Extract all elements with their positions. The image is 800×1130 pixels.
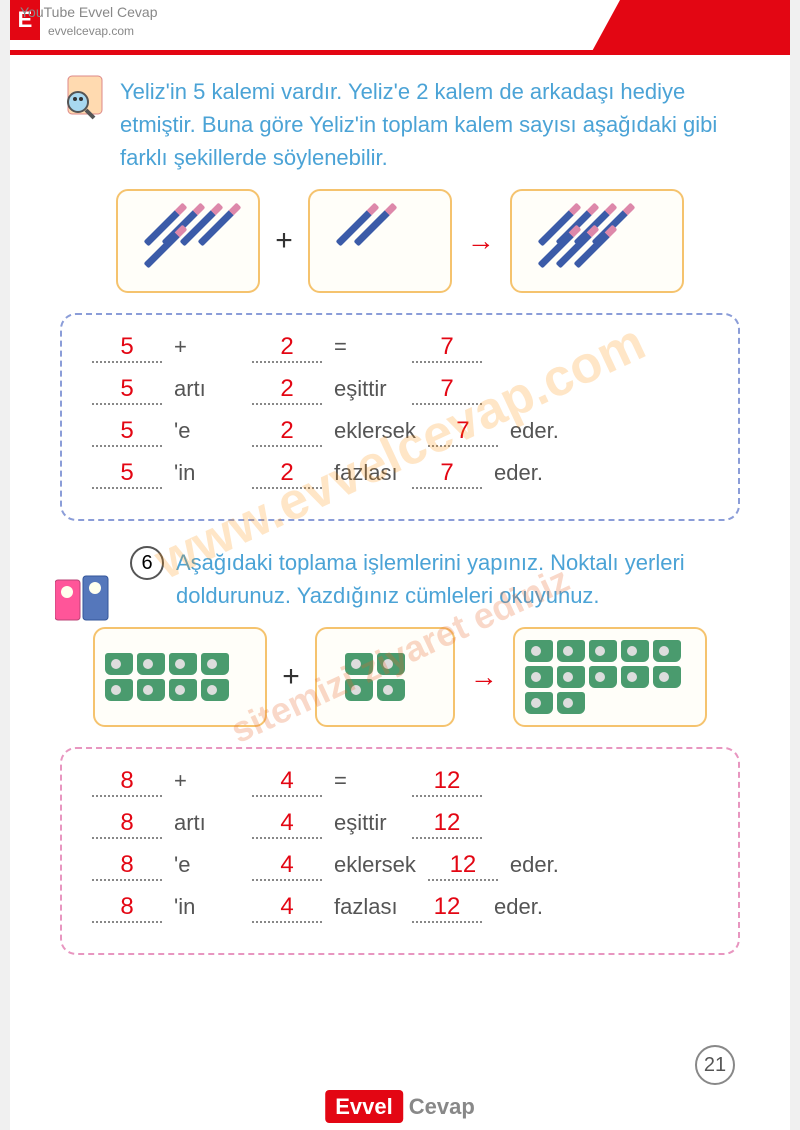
plus-symbol: +	[275, 224, 293, 258]
page-number: 21	[695, 1045, 735, 1085]
answer-row: 8'in4fazlası12eder.	[92, 893, 708, 923]
footer-logo-part1: Evvel	[325, 1090, 403, 1123]
blank-a: 8	[92, 767, 162, 797]
word-1: artı	[162, 376, 252, 402]
word-2: eklersek	[322, 418, 428, 444]
visual-box-6	[513, 627, 707, 727]
answer-row: 8'e4eklersek12eder.	[92, 851, 708, 881]
footer-logo-part2: Cevap	[403, 1094, 475, 1119]
arrow-icon: →	[467, 225, 495, 257]
blank-c: 7	[412, 375, 482, 405]
blank-c: 12	[412, 809, 482, 839]
blank-a: 5	[92, 459, 162, 489]
blank-b: 4	[252, 851, 322, 881]
exercise-number: 6	[130, 546, 164, 580]
word-2: eklersek	[322, 852, 428, 878]
answer-row: 5artı2eşittir7	[92, 375, 708, 405]
blank-b: 2	[252, 459, 322, 489]
plus-symbol-2: +	[282, 660, 300, 694]
problem2-text: Aşağıdaki toplama işlemlerini yapınız. N…	[176, 546, 740, 612]
visual-box-2	[308, 189, 452, 293]
word-3: eder.	[482, 460, 572, 486]
blank-c: 7	[412, 333, 482, 363]
visual-box-4	[93, 627, 267, 727]
problem1-visual-row: + →	[60, 189, 740, 293]
blank-c: 12	[412, 767, 482, 797]
header-watermark-sub: evvelcevap.com	[48, 24, 134, 38]
blank-b: 2	[252, 417, 322, 447]
answer-row: 5'in2fazlası7eder.	[92, 459, 708, 489]
blank-c: 12	[412, 893, 482, 923]
answer-row: 8artı4eşittir12	[92, 809, 708, 839]
header-watermark-main: YouTube Evvel Cevap	[20, 4, 158, 20]
blank-a: 8	[92, 809, 162, 839]
answer-row: 5+2=7	[92, 333, 708, 363]
word-2: =	[322, 768, 412, 794]
word-1: 'in	[162, 460, 252, 486]
header-red-accent	[590, 0, 790, 55]
word-1: +	[162, 334, 252, 360]
blank-b: 4	[252, 809, 322, 839]
answer-row: 5'e2eklersek7eder.	[92, 417, 708, 447]
word-2: eşittir	[322, 376, 412, 402]
problem2-header: 6 Aşağıdaki toplama işlemlerini yapınız.…	[130, 546, 740, 612]
word-1: 'in	[162, 894, 252, 920]
footer-logo: EvvelCevap	[325, 1094, 475, 1120]
blank-a: 5	[92, 417, 162, 447]
blank-c: 12	[428, 851, 498, 881]
word-1: +	[162, 768, 252, 794]
problem1-answer-box: 5+2=75artı2eşittir75'e2eklersek7eder.5'i…	[60, 313, 740, 521]
blank-a: 5	[92, 333, 162, 363]
visual-box-3	[510, 189, 684, 293]
worksheet-page: E YouTube Evvel Cevap evvelcevap.com Yel…	[10, 0, 790, 1130]
blank-a: 8	[92, 851, 162, 881]
blank-c: 7	[412, 459, 482, 489]
word-2: fazlası	[322, 460, 412, 486]
word-3: eder.	[482, 894, 572, 920]
blank-a: 5	[92, 375, 162, 405]
word-1: 'e	[162, 418, 252, 444]
word-3: eder.	[498, 852, 588, 878]
problem2-visual-row: + →	[60, 627, 740, 727]
blank-b: 2	[252, 333, 322, 363]
problem2-answer-box: 8+4=128artı4eşittir128'e4eklersek12eder.…	[60, 747, 740, 955]
blank-a: 8	[92, 893, 162, 923]
word-1: 'e	[162, 852, 252, 878]
visual-box-5	[315, 627, 455, 727]
word-2: fazlası	[322, 894, 412, 920]
blank-b: 2	[252, 375, 322, 405]
header-bar: E YouTube Evvel Cevap evvelcevap.com	[10, 0, 790, 55]
blank-b: 4	[252, 767, 322, 797]
visual-box-1	[116, 189, 260, 293]
blank-b: 4	[252, 893, 322, 923]
character-notepad-icon	[55, 570, 115, 630]
content-area: Yeliz'in 5 kalemi vardır. Yeliz'e 2 kale…	[10, 55, 790, 955]
word-1: artı	[162, 810, 252, 836]
blank-c: 7	[428, 417, 498, 447]
problem1-text: Yeliz'in 5 kalemi vardır. Yeliz'e 2 kale…	[120, 75, 740, 174]
word-2: eşittir	[322, 810, 412, 836]
answer-row: 8+4=12	[92, 767, 708, 797]
word-3: eder.	[498, 418, 588, 444]
magnifier-notepad-icon	[60, 70, 110, 120]
word-2: =	[322, 334, 412, 360]
arrow-icon-2: →	[470, 661, 498, 693]
